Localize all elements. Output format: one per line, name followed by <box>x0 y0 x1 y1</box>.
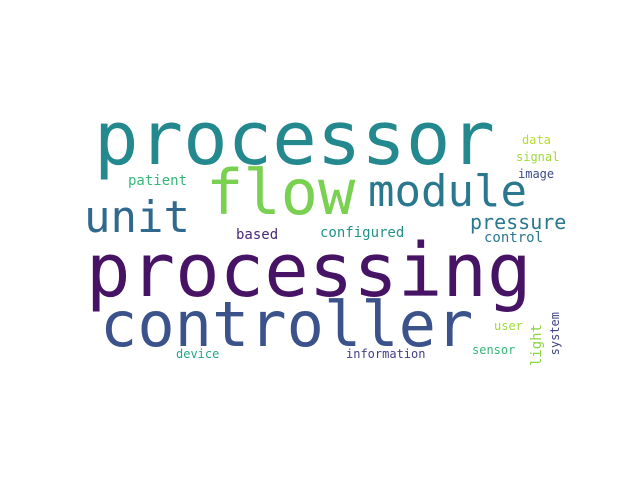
word-user: user <box>494 320 523 332</box>
word-system: system <box>549 312 561 355</box>
word-signal: signal <box>516 151 559 163</box>
word-flow: flow <box>206 162 355 224</box>
word-device: device <box>176 348 219 360</box>
word-patient: patient <box>128 174 187 188</box>
word-image: image <box>518 168 554 180</box>
word-light: light <box>530 324 544 366</box>
word-cloud: processor flow module unit pressure pati… <box>80 98 576 386</box>
word-information: information <box>346 348 425 360</box>
word-data: data <box>522 134 551 146</box>
word-module: module <box>368 170 527 214</box>
word-sensor: sensor <box>472 344 515 356</box>
